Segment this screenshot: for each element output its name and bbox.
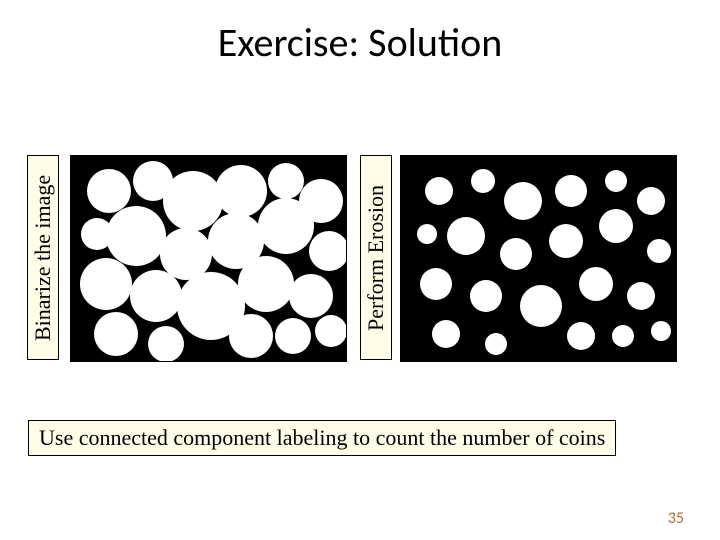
coin-circle xyxy=(627,282,655,310)
coin-circle xyxy=(504,182,542,220)
coin-circle xyxy=(605,170,627,192)
coin-circle xyxy=(549,224,583,258)
page-number: 35 xyxy=(668,509,684,528)
coin-circle xyxy=(258,198,314,254)
coin-circle xyxy=(651,321,671,341)
coin-circle xyxy=(130,270,182,322)
coin-circle xyxy=(148,326,184,361)
coin-circle xyxy=(268,163,304,199)
slide-title: Exercise: Solution xyxy=(0,18,720,67)
coin-circle xyxy=(94,312,138,356)
coin-circle xyxy=(275,318,311,354)
coin-circle xyxy=(215,165,267,217)
binarized-circles xyxy=(71,156,346,361)
coin-circle xyxy=(647,239,671,263)
coin-circle xyxy=(163,171,223,231)
coin-circle xyxy=(471,169,495,193)
coin-circle xyxy=(106,206,166,266)
coin-circle xyxy=(555,175,587,207)
coin-circle xyxy=(470,280,502,312)
coin-circle xyxy=(567,322,595,350)
coin-circle xyxy=(87,169,131,213)
coin-circle xyxy=(80,258,132,310)
coin-circle xyxy=(289,274,333,318)
coin-circle xyxy=(637,187,665,215)
coin-circle xyxy=(485,333,507,355)
coin-circle xyxy=(238,256,294,312)
coin-circle xyxy=(420,268,452,300)
coin-circle xyxy=(309,231,346,271)
label-erosion: Perform Erosion xyxy=(360,155,392,360)
binarized-image-panel xyxy=(70,155,347,362)
coin-circle xyxy=(599,209,633,243)
eroded-image-panel xyxy=(400,155,677,362)
coin-circle xyxy=(315,315,346,347)
coin-circle xyxy=(432,320,460,348)
eroded-circles xyxy=(401,156,676,361)
label-binarize: Binarize the image xyxy=(27,155,59,360)
coin-circle xyxy=(229,314,273,358)
coin-circle xyxy=(500,238,532,270)
coin-circle xyxy=(579,267,613,301)
coin-circle xyxy=(160,228,212,280)
coin-circle xyxy=(612,325,634,347)
coin-circle xyxy=(447,217,485,255)
coin-circle xyxy=(417,224,437,244)
coin-circle xyxy=(520,285,562,327)
caption-box: Use connected component labeling to coun… xyxy=(28,420,616,456)
coin-circle xyxy=(425,177,453,205)
